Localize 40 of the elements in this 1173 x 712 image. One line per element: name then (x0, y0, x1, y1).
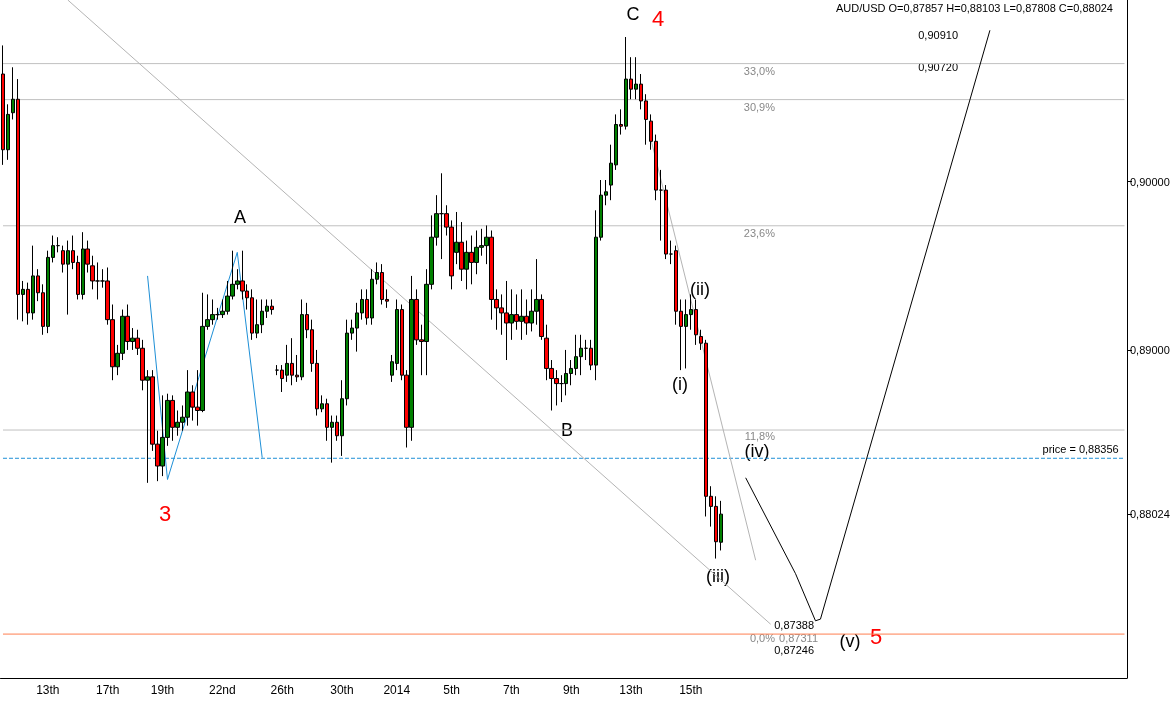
annotation: AUD/USD O=0,87857 H=0,88103 L=0,87808 C=0,88024 (835, 2, 1113, 14)
x-tick-label: 26th (270, 683, 294, 697)
annotation: A (233, 207, 247, 227)
candlestick (56, 236, 60, 253)
x-tick-label: 2014 (383, 683, 411, 697)
annotation: 33,0% (743, 65, 776, 77)
annotation: 4 (651, 5, 665, 31)
annotation: 0,90910 (918, 29, 958, 41)
annotation: 11,8% (744, 430, 776, 442)
annotation: C (626, 4, 640, 24)
x-tick-label: 17th (95, 683, 120, 697)
line-series (745, 29, 991, 622)
y-tick-label: 0,89000 (1130, 343, 1170, 356)
y-tick-label: 0,90000 (1130, 175, 1170, 188)
annotation: 0,87246 (774, 644, 814, 656)
annotation: 0,0% (749, 632, 776, 644)
y-tick-label: 0,88024 (1130, 508, 1170, 521)
x-tick-label: 22nd (208, 683, 236, 697)
annotation: 23,6% (743, 227, 776, 239)
x-tick-label: 13th (36, 683, 60, 697)
x-tick-label: 19th (150, 683, 175, 697)
annotation: 0,87311 (779, 632, 818, 644)
annotation: 0,90720 (918, 61, 958, 73)
annotation: 30,9% (743, 101, 776, 113)
x-tick-label: 9th (562, 683, 580, 697)
annotation: 3 (158, 500, 172, 526)
annotation: B (560, 420, 574, 440)
x-tick-label: 5th (443, 683, 460, 697)
annotation: (iv) (744, 441, 770, 461)
annotation: (iii) (706, 566, 730, 586)
annotation: (ii) (690, 279, 710, 299)
x-tick-label: 13th (619, 683, 643, 697)
ref-line-label: price = 0,88356 (1042, 443, 1119, 456)
annotation: (i) (672, 374, 688, 394)
annotation: (v) (839, 631, 861, 651)
annotation: 5 (869, 623, 883, 649)
annotation: 0,87388 (774, 619, 814, 631)
x-tick-label: 7th (503, 683, 520, 697)
x-tick-label: 15th (679, 683, 703, 697)
x-tick-label: 30th (330, 683, 354, 697)
